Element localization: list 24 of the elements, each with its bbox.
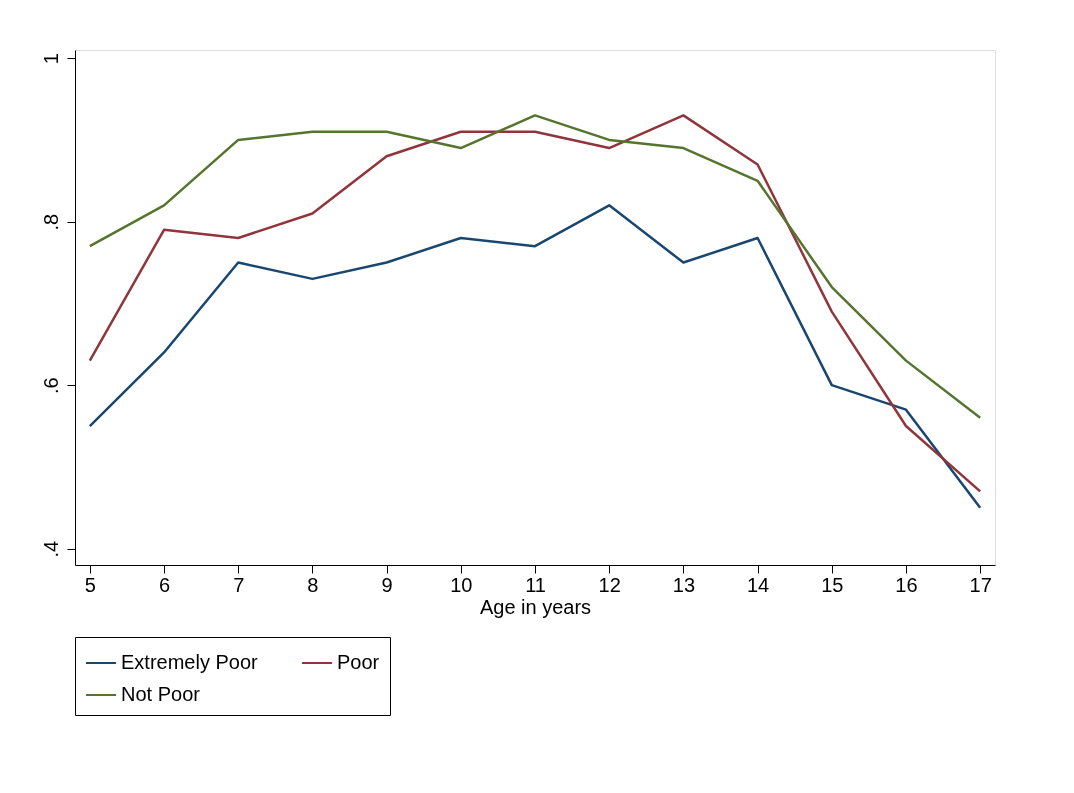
x-tick-label: 11: [525, 573, 546, 596]
line-series: [88, 204, 982, 510]
y-tick-label: .6: [39, 377, 62, 394]
x-tick-label: 6: [158, 573, 171, 596]
line-series: [88, 114, 982, 493]
x-tick-label: 9: [381, 573, 393, 596]
x-tick-label: 12: [598, 573, 621, 596]
y-tick-label: .4: [39, 540, 62, 558]
x-tick-label: 5: [84, 573, 96, 596]
legend-label: Poor: [337, 651, 380, 673]
x-tick-label: 14: [746, 573, 770, 596]
y-tick-label: .8: [39, 213, 62, 231]
x-tick-label: 15: [821, 573, 844, 596]
legend-label: Extremely Poor: [121, 651, 259, 673]
x-axis-title: Age in years: [479, 595, 592, 618]
x-tick-label: 16: [895, 573, 918, 596]
x-tick-label: 13: [672, 573, 696, 596]
x-tick-label: 10: [450, 573, 473, 596]
y-tick-label: 1: [39, 53, 62, 65]
line-series: [88, 114, 982, 420]
x-tick-label: 8: [307, 573, 319, 596]
x-tick-label: 17: [969, 573, 992, 596]
x-tick-label: 7: [233, 573, 245, 596]
legend-label: Not Poor: [121, 683, 201, 705]
